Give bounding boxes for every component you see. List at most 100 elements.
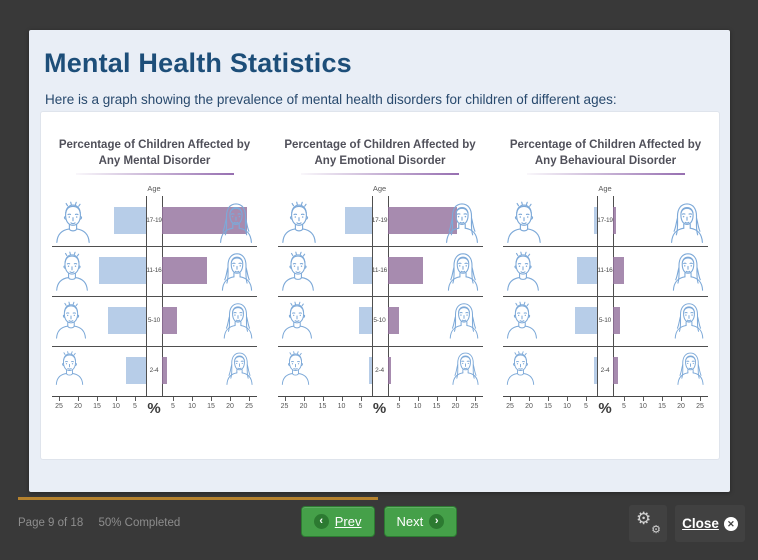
axis-tick: [173, 397, 174, 402]
girl-face-icon: [447, 298, 481, 340]
axis-tick: [211, 397, 212, 402]
boy-face-icon: [280, 298, 314, 340]
course-progress-bar: [18, 497, 378, 500]
boy-face-icon: [505, 348, 536, 386]
x-axis: 25 25 20 20 15 15 10 10 5 5%: [503, 396, 708, 425]
age-row-label: 2-4: [375, 367, 384, 375]
title-underline: [526, 173, 685, 176]
next-button-label: Next: [396, 514, 424, 529]
row-separator: [503, 246, 708, 248]
tick-label: 15: [93, 403, 101, 411]
boys-bar: [368, 357, 372, 385]
axis-tick: [586, 397, 587, 402]
footer-status: Page 9 of 18 50% Completed: [18, 517, 192, 529]
chart-canvas: Age 17-19 11-16 5-10 2-4 25 25 20 20 15 15 10 10 5 5%: [52, 184, 257, 424]
tick-label: 25: [470, 403, 479, 411]
tick-label: 20: [226, 403, 234, 411]
girl-face-icon: [221, 298, 255, 340]
axis-tick: [567, 397, 568, 402]
axis-tick: [474, 397, 476, 402]
next-button[interactable]: Next ›: [383, 506, 458, 537]
tick-label: 15: [544, 403, 552, 411]
chart-title: Percentage of Children Affected by Any B…: [509, 139, 702, 167]
girls-bar: [162, 357, 168, 385]
percent-axis-label: %: [372, 400, 387, 418]
x-axis: 25 25 20 20 15 15 10 10 5 5%: [52, 396, 257, 425]
axis-tick: [417, 397, 419, 402]
axis-tick: [436, 397, 438, 402]
age-row-label: 5-10: [147, 317, 161, 325]
prev-button[interactable]: ‹ Prev: [300, 506, 375, 537]
boy-face-icon: [54, 198, 92, 244]
row-separator: [52, 296, 257, 298]
boys-bar: [345, 207, 372, 235]
chart-any-emotional-disorder: Percentage of Children Affected by Any E…: [277, 138, 483, 424]
boys-bar: [352, 257, 372, 285]
axis-tick: [230, 397, 231, 402]
tick-label: 5: [622, 403, 626, 411]
axis-tick: [135, 397, 136, 402]
percent-axis-label: %: [147, 400, 161, 418]
boy-face-icon: [280, 248, 316, 292]
axis-tick: [398, 397, 400, 402]
axis-tick: [624, 397, 625, 402]
axis-tick: [116, 397, 117, 402]
age-row-label: 11-16: [146, 267, 162, 275]
girl-face-icon: [224, 348, 255, 386]
axis-tick: [341, 397, 343, 402]
boy-face-icon: [54, 248, 90, 292]
footer-bar: Page 9 of 18 50% Completed ‹ Prev Next ›…: [0, 503, 758, 560]
age-row-label: 5-10: [598, 317, 612, 325]
axis-tick: [97, 397, 98, 402]
tick-label: 10: [188, 403, 196, 411]
chart-any-behavioural-disorder: Percentage of Children Affected by Any B…: [503, 138, 708, 424]
row-separator: [503, 296, 708, 298]
tick-label: 15: [207, 403, 215, 411]
girls-bar: [387, 257, 424, 285]
age-axis-label: Age: [147, 184, 161, 194]
age-row-label: 17-19: [597, 217, 613, 225]
axis-tick: [643, 397, 644, 402]
tick-label: 10: [639, 403, 647, 411]
axis-tick: [59, 397, 60, 402]
row-separator: [277, 296, 483, 298]
plot-area: 17-19 11-16 5-10 2-4: [277, 196, 483, 397]
row-separator: [277, 246, 483, 248]
tick-label: 10: [563, 403, 571, 411]
boy-face-icon: [54, 298, 88, 340]
page-indicator: Page 9 of 18: [18, 517, 84, 529]
nav-buttons: ‹ Prev Next ›: [0, 506, 758, 537]
chart-canvas: Age 17-19 11-16 5-10 2-4 25 25 20 20 15 15 10 10 5 5%: [277, 184, 483, 424]
plot-area: 17-19 11-16 5-10 2-4: [503, 196, 708, 397]
axis-tick: [700, 397, 701, 402]
girls-bar: [387, 307, 399, 335]
row-separator: [277, 346, 483, 348]
tick-label: 5: [171, 403, 175, 411]
boy-face-icon: [280, 198, 318, 244]
chart-canvas: Age 17-19 11-16 5-10 2-4 25 25 20 20 15 15 10 10 5 5%: [503, 184, 708, 424]
chart-any-mental-disorder: Percentage of Children Affected by Any M…: [52, 138, 257, 424]
charts-panel: Percentage of Children Affected by Any M…: [41, 112, 719, 459]
tick-label: 5: [584, 403, 588, 411]
girls-bar: [162, 207, 248, 235]
girls-bar: [387, 207, 458, 235]
close-button[interactable]: Close ✕: [675, 505, 745, 542]
girl-face-icon: [217, 198, 255, 244]
close-button-label: Close: [682, 516, 719, 531]
tick-label: 25: [506, 403, 514, 411]
slide-card: Mental Health Statistics Here is a graph…: [29, 30, 730, 492]
tick-label: 20: [677, 403, 685, 411]
tick-label: 25: [55, 403, 63, 411]
age-row-label: 11-16: [371, 267, 388, 275]
tick-label: 20: [299, 403, 308, 411]
settings-button[interactable]: ⚙ ⚙: [629, 505, 667, 542]
title-underline: [75, 173, 234, 176]
tick-label: 15: [318, 403, 327, 411]
tick-label: 10: [337, 403, 346, 411]
axis-tick: [455, 397, 457, 402]
title-underline: [301, 173, 459, 176]
page-title: Mental Health Statistics: [44, 48, 352, 78]
tick-label: 20: [451, 403, 460, 411]
boys-bar: [98, 257, 146, 285]
girl-face-icon: [675, 348, 706, 386]
